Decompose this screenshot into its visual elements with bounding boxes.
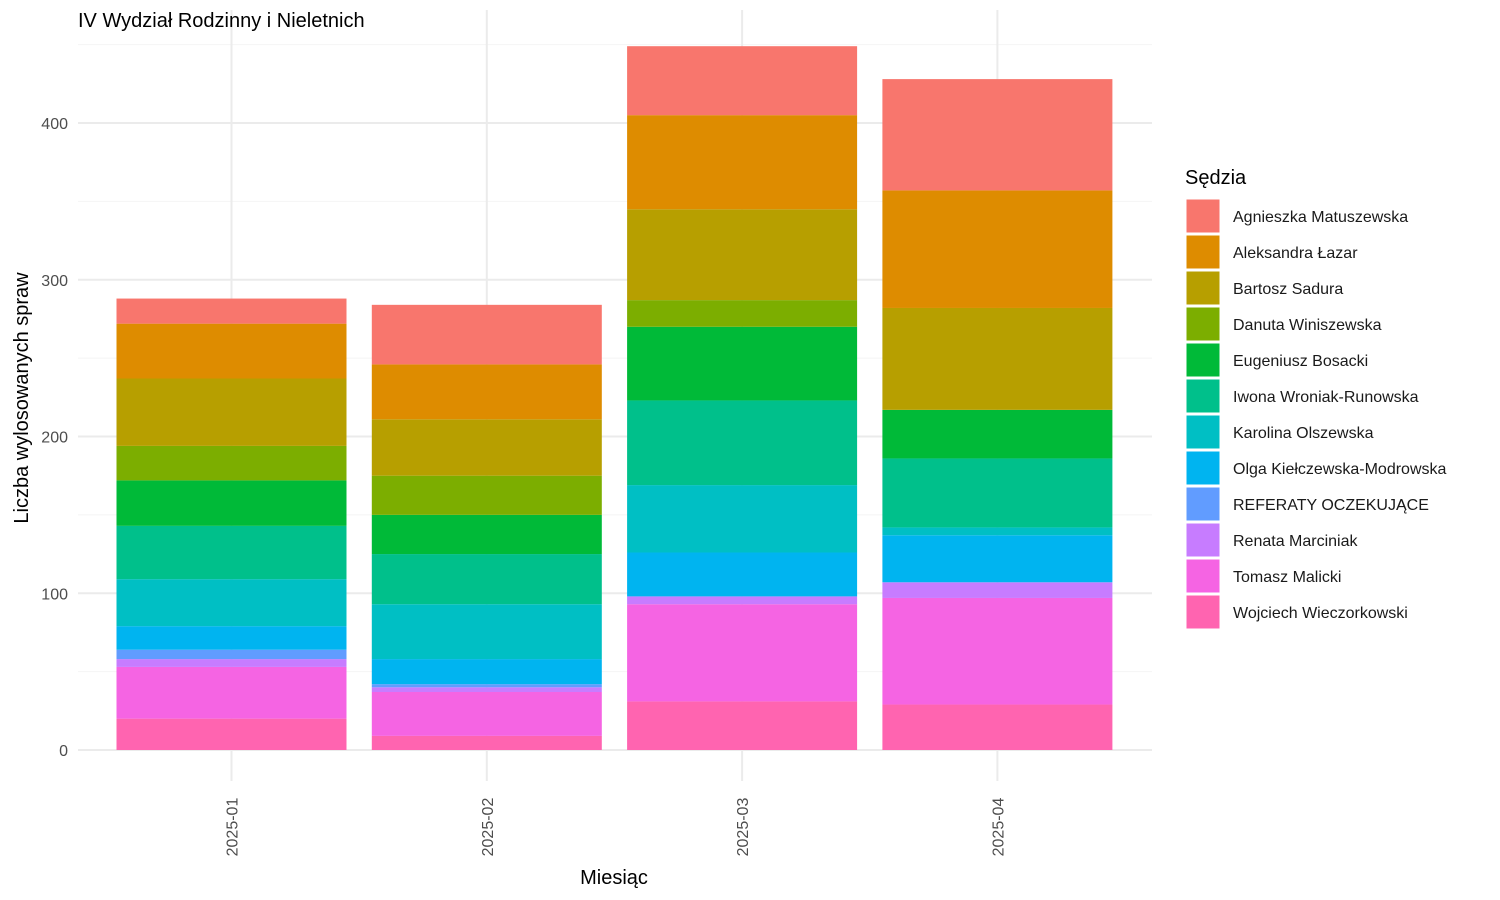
legend-label: Aleksandra Łazar <box>1233 245 1358 262</box>
bar-segment <box>371 735 602 750</box>
y-axis-title: Liczba wylosowanych spraw <box>11 272 33 524</box>
legend-label: Karolina Olszewska <box>1233 425 1374 442</box>
y-tick-label: 200 <box>41 430 68 447</box>
bar-segment <box>116 445 347 481</box>
x-tick-label: 2025-01 <box>225 798 242 857</box>
bar-segment <box>116 480 347 526</box>
legend-swatch <box>1185 234 1221 270</box>
bar-segment <box>882 79 1113 191</box>
bar-segment <box>882 527 1113 536</box>
legend-label: Renata Marciniak <box>1233 533 1359 550</box>
bar-segment <box>116 659 347 667</box>
chart-title: IV Wydział Rodzinny i Nieletnich <box>78 10 365 32</box>
legend-label: Agnieszka Matuszewska <box>1233 209 1408 226</box>
bar-segment <box>371 364 602 420</box>
legend-swatch <box>1185 378 1221 414</box>
bar-segment <box>627 326 858 401</box>
legend-swatch <box>1185 270 1221 306</box>
bar-segment <box>371 514 602 555</box>
bar-segment <box>627 46 858 116</box>
bar-segment <box>371 419 602 476</box>
bar-segment <box>116 323 347 379</box>
legend-swatch <box>1185 198 1221 234</box>
bar-segment <box>627 115 858 210</box>
bar-segment <box>627 400 858 486</box>
bar-segment <box>882 458 1113 528</box>
legend-label: Tomasz Malicki <box>1233 569 1341 586</box>
bar-segment <box>116 626 347 650</box>
bar-segment <box>116 579 347 627</box>
legend-swatch <box>1185 450 1221 486</box>
bar-segment <box>882 307 1113 410</box>
bar-segment <box>627 596 858 605</box>
bar-segment <box>371 304 602 365</box>
y-tick-label: 0 <box>59 743 68 760</box>
bar-segment <box>116 718 347 750</box>
bar-segment <box>882 704 1113 750</box>
bar-segment <box>371 659 602 685</box>
y-axis-ticks: 0 100 200 300 400 <box>41 116 68 760</box>
bar-segment <box>116 298 347 324</box>
bars <box>116 46 1113 750</box>
bar-segment <box>627 604 858 702</box>
bar-segment <box>627 300 858 327</box>
legend-label: Olga Kiełczewska-Modrowska <box>1233 461 1447 478</box>
bar-segment <box>371 687 602 693</box>
bar-segment <box>116 649 347 660</box>
y-tick-label: 400 <box>41 116 68 133</box>
legend-swatch <box>1185 342 1221 378</box>
bar-segment <box>371 684 602 688</box>
x-tick-label: 2025-03 <box>735 798 752 857</box>
bar-segment <box>116 525 347 580</box>
bar-segment <box>371 604 602 660</box>
legend-label: Danuta Winiszewska <box>1233 317 1382 334</box>
bar-segment <box>116 378 347 446</box>
x-tick-label: 2025-04 <box>990 798 1007 857</box>
legend: Sędzia Agnieszka Matuszewska Aleksandra Ł… <box>1185 167 1447 630</box>
x-axis-ticks: 2025-01 2025-02 2025-03 2025-04 <box>225 798 1008 857</box>
bar-segment <box>882 597 1113 705</box>
legend-label: Eugeniusz Bosacki <box>1233 353 1368 370</box>
legend-label: Bartosz Sadura <box>1233 281 1343 298</box>
legend-title: Sędzia <box>1185 167 1247 189</box>
legend-swatch <box>1185 522 1221 558</box>
bar-segment <box>882 190 1113 308</box>
bar-segment <box>627 701 858 750</box>
bar-segment <box>371 692 602 736</box>
y-tick-label: 100 <box>41 586 68 603</box>
legend-swatch <box>1185 594 1221 630</box>
bar-segment <box>627 209 858 301</box>
x-axis-title: Miesiąc <box>580 867 648 889</box>
bar-segment <box>627 485 858 553</box>
bar-segment <box>882 535 1113 583</box>
legend-label: REFERATY OCZEKUJĄCE <box>1233 497 1429 514</box>
x-tick-label: 2025-02 <box>480 798 497 857</box>
legend-label: Iwona Wroniak-Runowska <box>1233 389 1419 406</box>
legend-items: Agnieszka Matuszewska Aleksandra Łazar Bar… <box>1185 198 1447 630</box>
bar-segment <box>371 554 602 605</box>
legend-swatch <box>1185 558 1221 594</box>
bar-segment <box>882 582 1113 598</box>
legend-label: Wojciech Wieczorkowski <box>1233 605 1408 622</box>
legend-swatch <box>1185 486 1221 522</box>
bar-segment <box>882 409 1113 459</box>
bar-segment <box>371 475 602 515</box>
bar-segment <box>116 666 347 719</box>
bar-segment <box>627 552 858 597</box>
legend-swatch <box>1185 414 1221 450</box>
legend-swatch <box>1185 306 1221 342</box>
y-tick-label: 300 <box>41 273 68 290</box>
